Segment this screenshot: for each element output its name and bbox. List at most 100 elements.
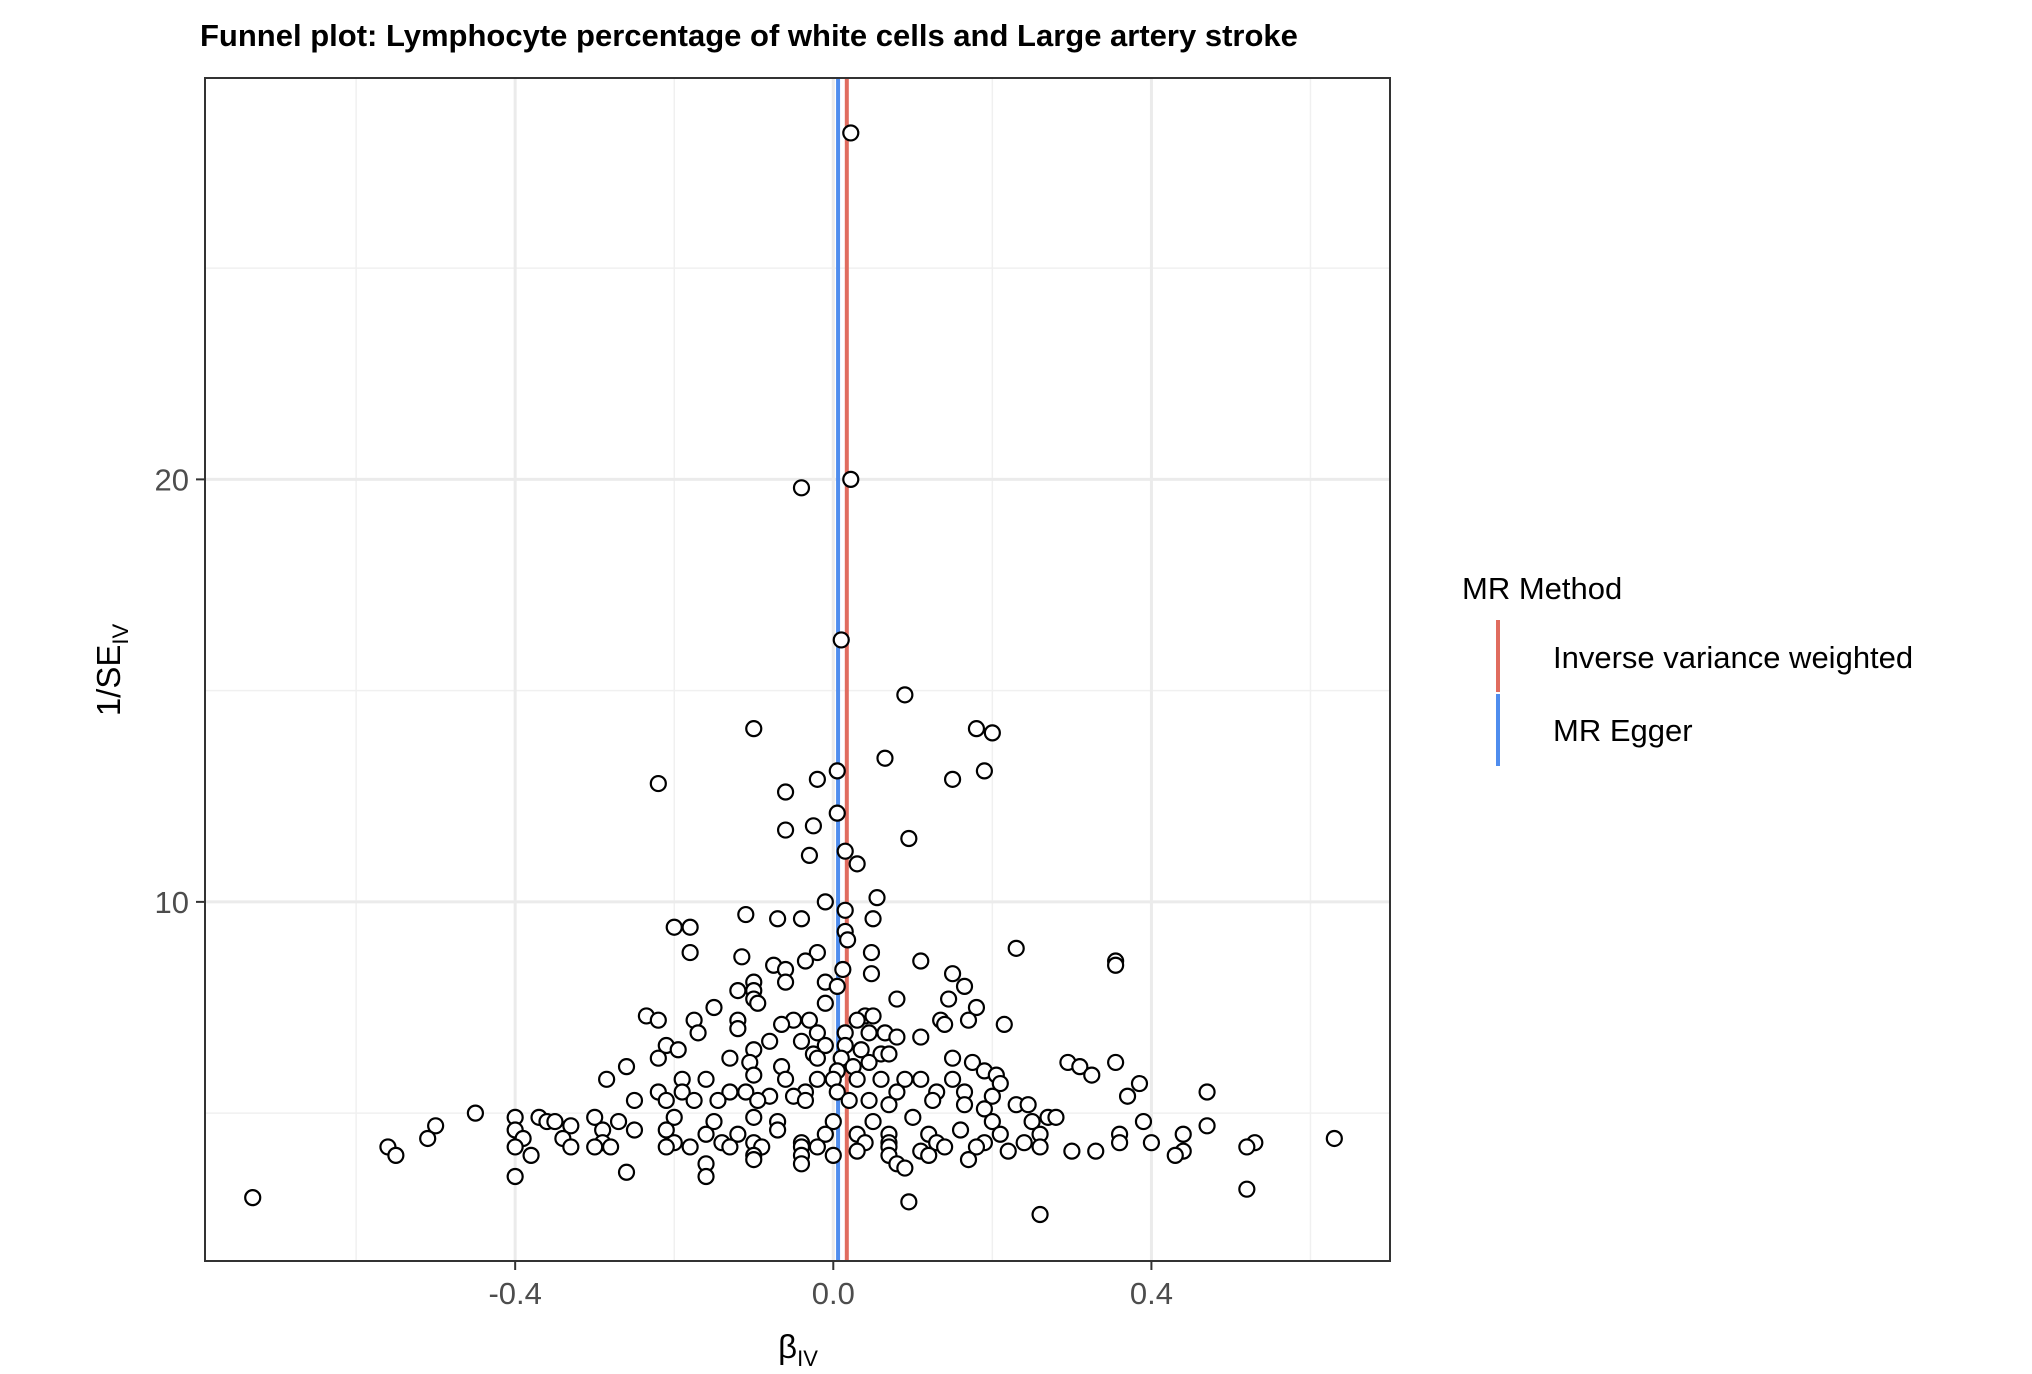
data-point xyxy=(749,994,767,1012)
x-tick-label: -0.4 xyxy=(488,1276,541,1311)
data-point xyxy=(959,1150,978,1169)
data-point xyxy=(1083,1066,1101,1084)
data-point xyxy=(888,1083,906,1101)
data-point xyxy=(427,1117,445,1135)
data-point xyxy=(1166,1146,1184,1164)
data-point xyxy=(776,821,795,839)
data-point xyxy=(995,1015,1013,1034)
plot-panel xyxy=(205,78,1390,1261)
data-point xyxy=(776,973,795,991)
legend-label-mr-egger: MR Egger xyxy=(1553,713,1693,748)
data-point xyxy=(1023,1112,1041,1131)
data-point xyxy=(804,817,823,835)
data-point xyxy=(776,783,795,801)
data-point xyxy=(888,1028,906,1046)
data-point xyxy=(745,1066,763,1084)
data-point xyxy=(943,770,962,788)
data-point xyxy=(745,1108,763,1126)
data-point xyxy=(761,1032,779,1050)
data-point xyxy=(808,1049,826,1067)
data-point xyxy=(808,943,826,962)
data-point xyxy=(506,1138,524,1156)
data-point xyxy=(991,1125,1009,1143)
data-point xyxy=(669,1041,687,1059)
data-point xyxy=(900,1193,918,1211)
grid-minor xyxy=(205,78,1390,1261)
data-point xyxy=(506,1167,524,1186)
data-point xyxy=(792,1155,811,1173)
data-point xyxy=(936,1138,954,1156)
data-point xyxy=(862,965,881,983)
data-point xyxy=(896,1159,914,1177)
data-point xyxy=(1015,1134,1033,1152)
data-point xyxy=(991,1074,1009,1093)
data-point xyxy=(244,1189,262,1207)
data-point xyxy=(1019,1096,1037,1114)
data-point xyxy=(705,998,723,1017)
data-point xyxy=(1238,1138,1256,1156)
data-point xyxy=(943,965,962,983)
data-point xyxy=(721,1138,739,1156)
data-point xyxy=(1107,956,1125,974)
data-point xyxy=(609,1112,628,1131)
data-point xyxy=(737,905,755,924)
data-point xyxy=(912,1070,930,1088)
data-point xyxy=(896,686,914,704)
data-point xyxy=(880,1096,898,1114)
data-point xyxy=(796,1091,815,1110)
data-point xyxy=(967,998,986,1017)
data-point xyxy=(625,1121,644,1139)
data-point xyxy=(657,1138,675,1156)
data-point xyxy=(904,1108,922,1126)
data-point xyxy=(864,1007,882,1025)
data-point xyxy=(562,1117,580,1135)
data-point xyxy=(967,720,986,738)
data-point xyxy=(1047,1108,1065,1126)
data-point xyxy=(955,977,974,995)
data-point xyxy=(1031,1205,1049,1224)
data-point xyxy=(943,1070,962,1088)
data-point xyxy=(836,842,854,860)
data-point xyxy=(1107,1053,1125,1072)
x-axis: -0.4 0.0 0.4 xyxy=(488,1261,1173,1311)
data-point xyxy=(665,918,683,936)
data-point xyxy=(657,1091,675,1110)
data-point xyxy=(983,1112,1001,1131)
data-point xyxy=(828,804,846,822)
data-point xyxy=(733,948,751,966)
data-point xyxy=(1174,1125,1192,1143)
data-point xyxy=(848,1011,866,1029)
y-tick-label: 10 xyxy=(155,885,189,920)
data-point xyxy=(860,1091,878,1110)
legend-label-ivw: Inverse variance weighted xyxy=(1553,640,1913,675)
data-point xyxy=(936,1015,954,1034)
data-point xyxy=(749,1091,767,1110)
data-point xyxy=(842,124,860,142)
data-point xyxy=(816,893,834,911)
data-point xyxy=(880,1045,898,1063)
data-point xyxy=(808,770,826,788)
data-point xyxy=(657,1121,675,1139)
data-point xyxy=(697,1070,715,1088)
data-point xyxy=(816,1125,834,1143)
data-point xyxy=(1238,1180,1256,1198)
data-point xyxy=(951,1121,970,1139)
data-point xyxy=(625,1091,644,1110)
data-points xyxy=(244,124,1343,1224)
data-point xyxy=(689,1024,707,1042)
data-point xyxy=(1325,1129,1343,1148)
data-point xyxy=(848,1142,866,1160)
data-point xyxy=(975,762,993,780)
data-point xyxy=(598,1070,616,1088)
data-point xyxy=(737,1083,755,1101)
data-point xyxy=(709,1091,727,1110)
data-point xyxy=(864,1112,882,1131)
x-tick-label: 0.0 xyxy=(812,1276,855,1311)
data-point xyxy=(1134,1112,1153,1131)
data-point xyxy=(834,960,852,979)
data-point xyxy=(776,1070,795,1088)
plot-border xyxy=(204,77,1391,1262)
data-point xyxy=(1007,939,1025,957)
data-point xyxy=(840,1091,858,1110)
